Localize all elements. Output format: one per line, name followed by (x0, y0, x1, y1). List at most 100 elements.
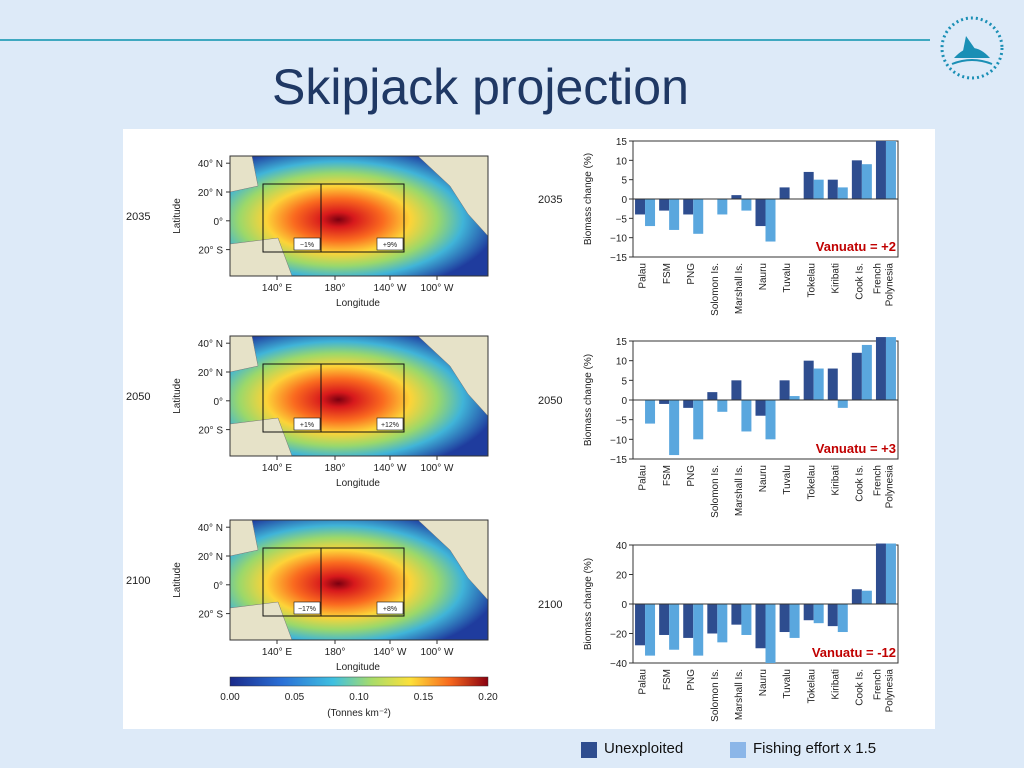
lon-tick-label: 140° E (262, 647, 292, 658)
category-label: Marshall Is. (734, 263, 745, 314)
region-box-east (320, 363, 405, 433)
legend-label-unexploited: Unexploited (604, 740, 684, 757)
colorbar-tick-label: 0.20 (478, 692, 498, 703)
colorbar-tick-label: 0.00 (220, 692, 240, 703)
bar-unexploited (875, 141, 886, 199)
chart-year-label: 2100 (538, 599, 562, 611)
category-label: FSM (662, 465, 673, 486)
y-tick-label: 40 (616, 541, 628, 552)
category-label: Solomon Is. (710, 669, 721, 722)
category-label: Tuvalu (782, 263, 793, 293)
colorbar-tick-label: 0.05 (285, 692, 305, 703)
title-underline (0, 39, 930, 41)
category-label: PNG (686, 263, 697, 285)
region-box-east-label-bg (376, 417, 404, 431)
y-tick-label: 15 (616, 337, 628, 348)
bar-fishing (669, 604, 680, 650)
map-frame (229, 335, 489, 457)
region-box-east-value: +9% (383, 242, 397, 249)
bar-fishing (693, 604, 704, 656)
y-tick-label: −10 (610, 435, 627, 446)
bar-unexploited (851, 160, 862, 199)
lon-tick-label: 140° W (374, 283, 407, 294)
bar-unexploited (803, 604, 814, 621)
bar-fishing (645, 400, 656, 424)
bar-unexploited (779, 604, 790, 633)
bar-unexploited (731, 195, 742, 199)
slide-title: Skipjack projection (272, 59, 689, 115)
map-ylabel: Latitude (172, 562, 183, 598)
y-tick-label: 0 (621, 195, 627, 206)
legend-label-fishing: Fishing effort x 1.5 (753, 740, 877, 757)
legend-swatch-fishing (730, 742, 746, 758)
category-label: Polynesia (885, 669, 896, 713)
lat-tick-label: 40° N (198, 159, 223, 170)
y-tick-label: 15 (616, 137, 628, 148)
category-label: Palau (638, 669, 649, 695)
category-label: Solomon Is. (710, 465, 721, 518)
bar-fishing (861, 590, 872, 604)
bar-unexploited (779, 380, 790, 400)
bar-unexploited (755, 400, 766, 416)
map-year-label: 2100 (126, 575, 150, 587)
colorbar (229, 676, 489, 687)
bar-fishing (693, 400, 704, 440)
region-box-east-value: +12% (381, 422, 399, 429)
lat-tick-label: 40° N (198, 523, 223, 534)
bar-unexploited (875, 543, 886, 604)
bar-fishing (741, 400, 752, 432)
y-tick-label: 5 (621, 176, 627, 187)
lat-tick-label: 20° S (198, 426, 223, 437)
category-label: Cook Is. (855, 465, 866, 502)
bar-unexploited (851, 352, 862, 400)
bar-fishing (741, 199, 752, 211)
category-label: Nauru (758, 263, 769, 290)
map-year-label: 2050 (126, 391, 150, 403)
legend-swatch-unexploited (581, 742, 597, 758)
category-label: French (873, 465, 884, 496)
map-frame (229, 519, 489, 641)
lat-tick-label: 0° (213, 581, 223, 592)
category-label: Kiribati (830, 263, 841, 294)
lon-tick-label: 140° W (374, 647, 407, 658)
map-frame (229, 155, 489, 277)
bar-fishing (813, 368, 824, 400)
bar-unexploited (731, 604, 742, 625)
category-label: Marshall Is. (734, 669, 745, 720)
bar-unexploited (659, 604, 670, 635)
region-box-east (320, 183, 405, 253)
map-ylabel: Latitude (172, 378, 183, 414)
bar-fishing (645, 199, 656, 227)
map-xlabel: Longitude (336, 298, 380, 309)
bar-unexploited (659, 199, 670, 211)
bar-fishing (861, 164, 872, 199)
bar-unexploited (731, 380, 742, 400)
bar-unexploited (635, 199, 646, 215)
region-box-east-label-bg (376, 237, 404, 251)
y-tick-label: −20 (610, 630, 627, 641)
y-tick-label: −5 (616, 214, 628, 225)
bar-fishing (669, 199, 680, 230)
category-label: Polynesia (885, 263, 896, 307)
bar-fishing (717, 400, 728, 412)
category-label: Solomon Is. (710, 263, 721, 316)
category-label: Tuvalu (782, 465, 793, 495)
chart-ylabel: Biomass change (%) (583, 153, 594, 245)
bar-fishing (837, 604, 848, 633)
bar-fishing (741, 604, 752, 635)
y-tick-label: 10 (616, 156, 628, 167)
bar-unexploited (803, 171, 814, 199)
lat-tick-label: 20° N (198, 188, 223, 199)
category-label: Palau (638, 465, 649, 491)
category-label: Polynesia (885, 465, 896, 509)
bar-unexploited (851, 589, 862, 604)
lon-tick-label: 140° E (262, 283, 292, 294)
bar-fishing (837, 187, 848, 199)
lat-tick-label: 20° S (198, 610, 223, 621)
category-label: PNG (686, 465, 697, 487)
region-box-west-label-bg (293, 417, 321, 431)
lon-tick-label: 100° W (421, 647, 454, 658)
bar-unexploited (659, 400, 670, 404)
map-xlabel: Longitude (336, 662, 380, 673)
